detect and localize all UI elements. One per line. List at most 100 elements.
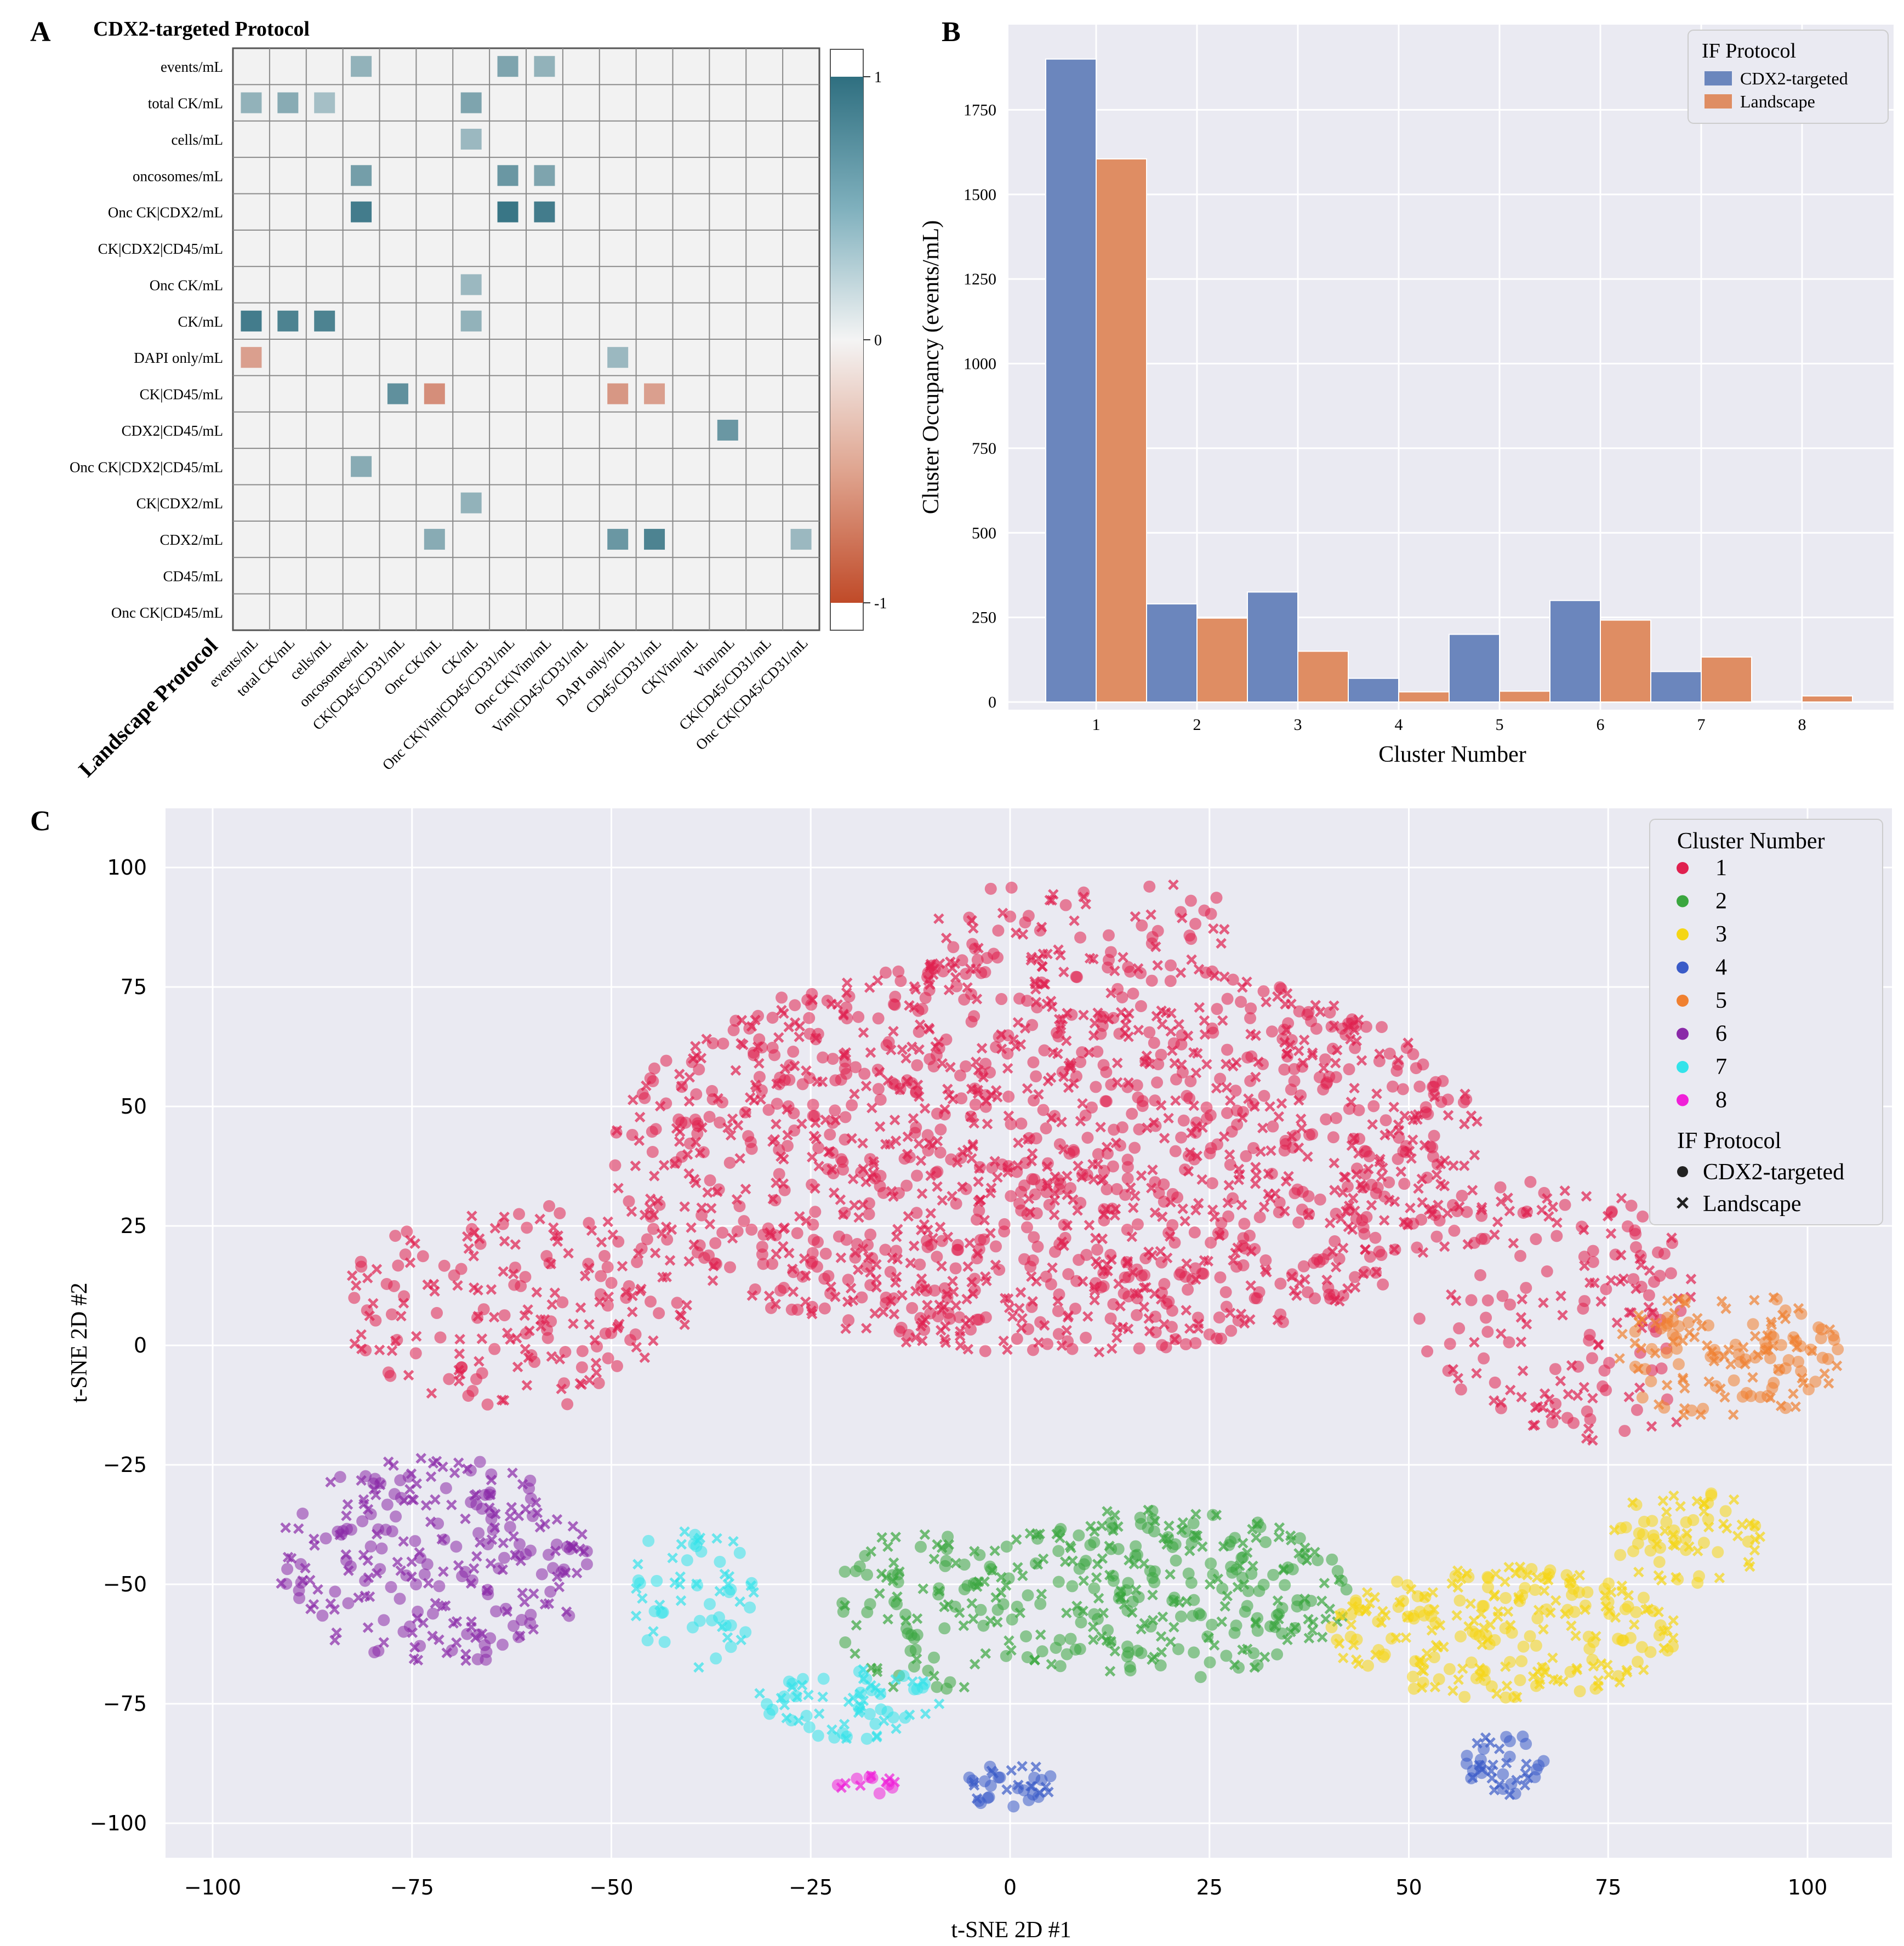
scatter-point-circle bbox=[842, 1314, 855, 1327]
bar-legend-swatch-landscape bbox=[1705, 94, 1732, 109]
scatter-point-circle bbox=[839, 1206, 851, 1219]
scatter-point-x bbox=[1093, 1346, 1105, 1357]
scatter-point-circle bbox=[1005, 1118, 1017, 1131]
scatter-point-x bbox=[460, 1648, 471, 1660]
scatter-point-circle bbox=[1503, 1336, 1515, 1349]
scatter-point-x bbox=[968, 923, 979, 934]
scatter-point-x bbox=[1538, 1297, 1549, 1308]
scatter-point-circle bbox=[890, 1245, 903, 1257]
scatter-point-circle bbox=[931, 1681, 943, 1693]
scatter-point-x bbox=[1616, 1585, 1627, 1597]
scatter-point-x bbox=[1181, 1596, 1192, 1607]
scatter-point-circle bbox=[1672, 1358, 1685, 1371]
scatter-point-circle bbox=[1018, 1784, 1030, 1797]
scatter-point-circle bbox=[1204, 1147, 1216, 1160]
scatter-point-circle bbox=[1081, 1132, 1094, 1144]
scatter-point-x bbox=[446, 1499, 457, 1510]
scatter-point-circle bbox=[372, 1645, 385, 1657]
scatter-point-x bbox=[788, 1286, 799, 1298]
scatter-point-circle bbox=[426, 1607, 439, 1620]
scatter-point-circle bbox=[1462, 1571, 1475, 1583]
heatmap-cell bbox=[460, 492, 482, 513]
scatter-point-x bbox=[1109, 1646, 1121, 1657]
scatter-point-x bbox=[728, 1536, 739, 1547]
scatter-point-x bbox=[708, 1260, 719, 1272]
scatter-point-circle bbox=[1614, 1549, 1627, 1561]
scatter-point-circle bbox=[900, 1179, 913, 1192]
scatter-point-x bbox=[1674, 1293, 1685, 1305]
scatter-point-circle bbox=[1360, 1211, 1373, 1223]
scatter-point-circle bbox=[1419, 1591, 1432, 1603]
scatter-point-circle bbox=[888, 998, 901, 1011]
scatter-point-x bbox=[395, 1565, 406, 1576]
scatter-point-x bbox=[561, 1606, 572, 1617]
scatter-point-circle bbox=[1230, 1619, 1242, 1632]
heatmap-cell bbox=[497, 56, 518, 77]
scatter-point-circle bbox=[1417, 1058, 1429, 1071]
scatter-point-x bbox=[1708, 1355, 1720, 1367]
scatter-point-x bbox=[850, 1648, 860, 1659]
scatter-point-x bbox=[958, 1620, 970, 1631]
scatter-point-x bbox=[1416, 1173, 1428, 1185]
scatter-point-circle bbox=[1088, 1536, 1101, 1549]
scatter-point-circle bbox=[1251, 1624, 1264, 1637]
scatter-point-circle bbox=[1102, 961, 1114, 974]
scatter-point-x bbox=[1471, 1368, 1482, 1379]
scatter-point-x bbox=[1600, 1601, 1611, 1612]
scatter-point-x bbox=[732, 1120, 744, 1131]
scatter-point-circle bbox=[1274, 1308, 1287, 1321]
scatter-point-x bbox=[674, 1126, 686, 1137]
scatter-point-x bbox=[962, 982, 973, 993]
scatter-point-circle bbox=[1135, 1647, 1148, 1659]
scatter-point-circle bbox=[481, 1398, 494, 1411]
scatter-point-x bbox=[1669, 1540, 1681, 1551]
scatter-point-circle bbox=[1742, 1536, 1754, 1548]
scatter-point-circle bbox=[982, 1791, 994, 1804]
scatter-point-circle bbox=[908, 1660, 920, 1673]
scatter-point-circle bbox=[693, 1063, 705, 1076]
heatmap-cells bbox=[241, 56, 812, 550]
scatter-point-circle bbox=[1520, 1738, 1532, 1750]
scatter-point-x bbox=[1224, 1149, 1235, 1160]
scatter-point-circle bbox=[1474, 1754, 1487, 1766]
scatter-point-x bbox=[1046, 1659, 1057, 1670]
scatter-point-circle bbox=[1134, 1511, 1147, 1524]
scatter-point-x bbox=[1197, 1541, 1208, 1553]
bar-y-tick-label: 1750 bbox=[964, 101, 996, 119]
scatter-point-circle bbox=[1430, 1230, 1443, 1243]
scatter-point-x bbox=[1041, 998, 1052, 1009]
scatter-point-x bbox=[1299, 1274, 1310, 1285]
bar-landscape bbox=[1398, 691, 1450, 703]
bar-y-label: Cluster Occupancy (events/mL) bbox=[919, 220, 944, 514]
heatmap-row-label: Onc CK|CDX2/mL bbox=[108, 204, 223, 221]
scatter-point-x bbox=[1749, 1294, 1760, 1306]
scatter-point-x bbox=[329, 1635, 340, 1646]
scatter-point-x bbox=[1002, 1063, 1013, 1074]
scatter-point-circle bbox=[787, 1266, 800, 1279]
scatter-point-x bbox=[1399, 1110, 1410, 1122]
scatter-point-x bbox=[1346, 1140, 1358, 1151]
scatter-point-circle bbox=[599, 1327, 612, 1340]
scatter-point-circle bbox=[1520, 1205, 1533, 1218]
scatter-point-x bbox=[437, 1601, 448, 1612]
scatter-point-x bbox=[1715, 1383, 1726, 1394]
scatter-point-x bbox=[980, 1648, 991, 1659]
scatter-point-x bbox=[1017, 1312, 1028, 1324]
scatter-point-circle bbox=[1207, 1509, 1219, 1521]
scatter-point-circle bbox=[1122, 1271, 1135, 1283]
scatter-point-circle bbox=[686, 1621, 699, 1634]
scatter-point-circle bbox=[840, 1234, 853, 1246]
scatter-point-circle bbox=[763, 1708, 776, 1720]
scatter-point-x bbox=[924, 1024, 935, 1035]
scatter-point-x bbox=[1002, 1293, 1014, 1304]
heatmap-cell bbox=[534, 165, 555, 186]
scatter-point-circle bbox=[398, 1290, 411, 1303]
scatter-point-x bbox=[867, 1102, 877, 1114]
scatter-point-x bbox=[1217, 1015, 1228, 1026]
scatter-point-circle bbox=[945, 1153, 957, 1166]
scatter-point-x bbox=[1035, 1629, 1046, 1640]
scatter-point-circle bbox=[461, 1628, 474, 1640]
scatter-legend-cluster-title: Cluster Number bbox=[1677, 829, 1825, 854]
heatmap-cell bbox=[717, 419, 738, 441]
scatter-point-circle bbox=[672, 1113, 685, 1126]
